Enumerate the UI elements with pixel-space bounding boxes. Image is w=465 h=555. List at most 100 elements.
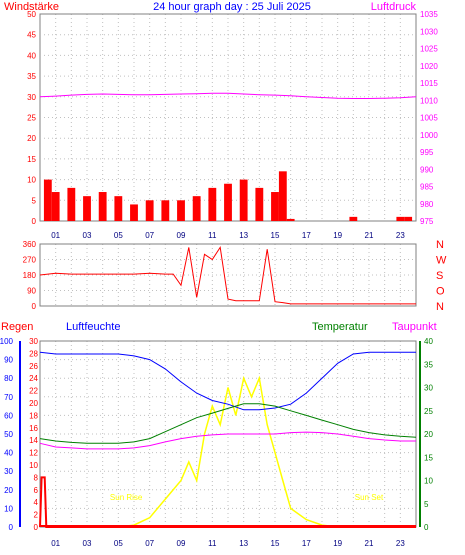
x-tick-label: 03: [83, 231, 92, 240]
sunset-label: Sun Set: [355, 493, 384, 502]
panel1-right-label: Luftdruck: [371, 1, 417, 13]
humidity-tick-label: 10: [4, 504, 13, 513]
pressure-tick-label: 1035: [420, 10, 438, 19]
x-tick-label: 17: [302, 539, 311, 548]
direction-tick-label: 0: [32, 302, 37, 311]
pressure-tick-label: 985: [420, 183, 434, 192]
rain-tick-label: 26: [29, 362, 38, 371]
humidity-tick-label: 90: [4, 356, 13, 365]
wind-bar: [271, 192, 279, 221]
pressure-line: [39, 92, 417, 99]
humidity-tick-label: 50: [4, 430, 13, 439]
x-tick-label: 09: [177, 539, 186, 548]
panel3-right-label: Temperatur: [312, 321, 368, 333]
rain-tick-label: 22: [29, 387, 38, 396]
humidity-tick-label: 30: [4, 467, 13, 476]
wind-pressure-panel: 0510152025303540455097598098599099510001…: [27, 10, 438, 240]
wind-tick-label: 30: [27, 93, 36, 102]
compass-label: W: [436, 255, 447, 267]
direction-tick-label: 360: [23, 240, 37, 249]
pressure-tick-label: 1010: [420, 96, 438, 105]
pressure-tick-label: 1000: [420, 131, 438, 140]
compass-label: O: [436, 286, 445, 298]
panel3-left-label: Regen: [1, 321, 33, 333]
solar-line: [118, 375, 338, 528]
compass-label: S: [436, 270, 443, 282]
rain-tick-label: 12: [29, 449, 38, 458]
wind-bar: [286, 218, 295, 221]
wind-tick-label: 45: [27, 31, 36, 40]
wind-tick-label: 10: [27, 176, 36, 185]
wind-bar: [43, 179, 52, 221]
pressure-tick-label: 990: [420, 165, 434, 174]
x-tick-label: 11: [208, 231, 217, 240]
temperature-line: [39, 403, 417, 444]
direction-tick-label: 180: [23, 271, 37, 280]
x-tick-label: 05: [114, 539, 123, 548]
rain-tick-label: 20: [29, 399, 38, 408]
wind-tick-label: 5: [32, 196, 37, 205]
x-tick-label: 07: [145, 539, 154, 548]
x-tick-label: 23: [396, 539, 405, 548]
x-tick-label: 23: [396, 231, 405, 240]
x-tick-label: 19: [333, 231, 342, 240]
x-tick-label: 11: [208, 539, 217, 548]
x-tick-label: 17: [302, 231, 311, 240]
panel1-left-label: Windstärke: [4, 1, 59, 13]
x-tick-label: 05: [114, 231, 123, 240]
pressure-tick-label: 980: [420, 200, 434, 209]
wind-bar: [349, 216, 358, 221]
humidity-tick-label: 100: [0, 337, 14, 346]
temperature-tick-label: 25: [424, 407, 433, 416]
rain-tick-label: 4: [34, 498, 39, 507]
pressure-tick-label: 975: [420, 217, 434, 226]
pressure-tick-label: 1015: [420, 79, 438, 88]
wind-bar: [278, 171, 287, 221]
x-tick-label: 07: [145, 231, 154, 240]
x-tick-label: 13: [239, 231, 248, 240]
wind-bar: [161, 200, 170, 221]
wind-tick-label: 35: [27, 72, 36, 81]
wind-bar: [239, 179, 248, 221]
humidity-tick-label: 80: [4, 374, 13, 383]
wind-bar: [145, 200, 154, 221]
temperature-tick-label: 35: [424, 360, 433, 369]
wind-tick-label: 50: [27, 10, 36, 19]
direction-tick-label: 270: [23, 256, 37, 265]
wind-tick-label: 40: [27, 51, 36, 60]
chart-title: 24 hour graph day : 25 Juli 2025: [153, 1, 311, 13]
humidity-tick-label: 70: [4, 393, 13, 402]
panel3-left2-label: Luftfeuchte: [66, 321, 120, 333]
panel3-right2-label: Taupunkt: [392, 321, 437, 333]
x-tick-label: 01: [51, 231, 60, 240]
temperature-tick-label: 5: [424, 500, 429, 509]
humidity-tick-label: 0: [9, 523, 14, 532]
wind-bar: [83, 196, 91, 221]
wind-bar: [192, 196, 201, 221]
rain-tick-label: 18: [29, 411, 38, 420]
rain-tick-label: 2: [34, 511, 39, 520]
wind-bar: [224, 183, 232, 221]
pressure-tick-label: 1020: [420, 62, 438, 71]
rain-tick-label: 8: [34, 473, 39, 482]
pressure-tick-label: 1030: [420, 27, 438, 36]
x-tick-label: 15: [271, 231, 280, 240]
wind-bar: [208, 187, 217, 221]
wind-bar: [396, 216, 405, 221]
wind-bar: [51, 192, 60, 221]
wind-tick-label: 0: [32, 217, 37, 226]
x-tick-label: 21: [365, 231, 374, 240]
wind-bar: [177, 200, 185, 221]
temperature-tick-label: 0: [424, 523, 429, 532]
pressure-tick-label: 995: [420, 148, 434, 157]
compass-label: N: [436, 239, 444, 251]
rain-tick-label: 16: [29, 424, 38, 433]
rain-tick-label: 6: [34, 486, 39, 495]
rain-tick-label: 0: [34, 523, 39, 532]
rain-tick-label: 14: [29, 436, 38, 445]
wind-bar: [255, 187, 264, 221]
x-tick-label: 13: [239, 539, 248, 548]
x-tick-label: 01: [51, 539, 60, 548]
